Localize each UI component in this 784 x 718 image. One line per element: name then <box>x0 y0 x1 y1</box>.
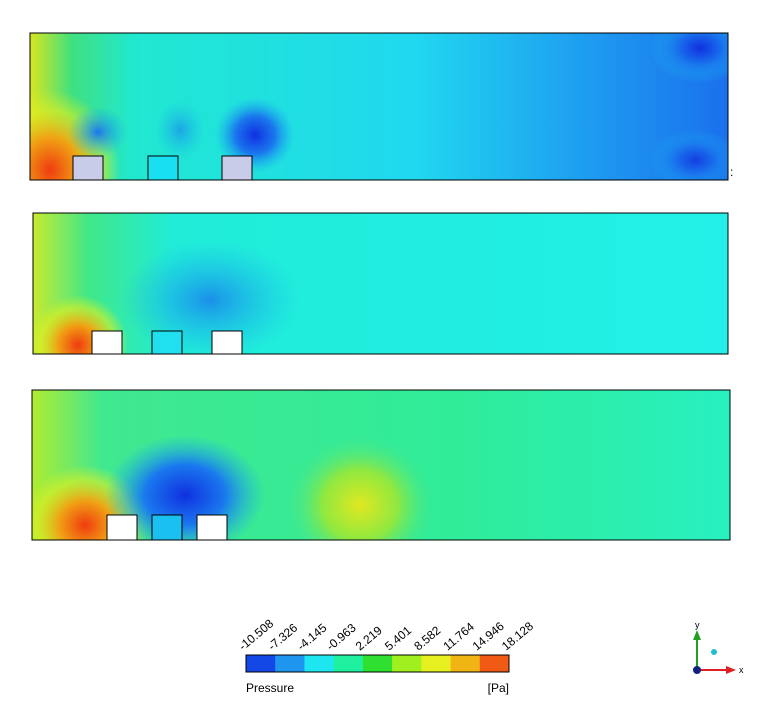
stray-mark: : <box>730 165 733 179</box>
contour-panel-3 <box>32 390 730 540</box>
legend-label: 2.219 <box>353 623 385 653</box>
legend-band <box>392 655 422 672</box>
block <box>106 514 138 541</box>
block <box>72 155 104 181</box>
legend-frame <box>245 654 510 673</box>
legend-label: -4.145 <box>294 620 329 653</box>
axis-triad: y x <box>693 620 744 675</box>
block <box>151 514 183 541</box>
block <box>147 155 179 181</box>
block <box>151 330 183 355</box>
panel-frame <box>32 212 729 355</box>
legend: Pressure [Pa] -10.508-7.326-4.145-0.9632… <box>236 616 536 695</box>
legend-label: 18.128 <box>499 619 536 654</box>
legend-band <box>333 655 364 672</box>
contour-panel-1 <box>30 33 728 180</box>
legend-label: -0.963 <box>324 620 359 653</box>
panel-frame <box>29 32 729 181</box>
triad-x-label: x <box>739 665 744 675</box>
legend-band <box>304 655 335 672</box>
legend-label: 14.946 <box>470 619 507 654</box>
legend-label: 11.764 <box>440 619 477 653</box>
block <box>91 330 123 355</box>
legend-band <box>275 655 305 672</box>
legend-band <box>479 655 510 672</box>
legend-label: 8.582 <box>411 623 443 653</box>
legend-band <box>421 655 452 672</box>
triad-y-label: y <box>695 620 700 630</box>
block <box>196 514 228 541</box>
legend-label: 5.401 <box>382 623 414 653</box>
contour-panel-2 <box>33 213 728 354</box>
panel-frame <box>31 389 731 541</box>
block <box>211 330 243 355</box>
legend-band <box>362 655 393 672</box>
legend-title: Pressure <box>246 681 294 695</box>
legend-unit: [Pa] <box>488 681 509 695</box>
legend-band <box>450 655 481 672</box>
block <box>221 155 253 181</box>
legend-band <box>246 655 276 672</box>
